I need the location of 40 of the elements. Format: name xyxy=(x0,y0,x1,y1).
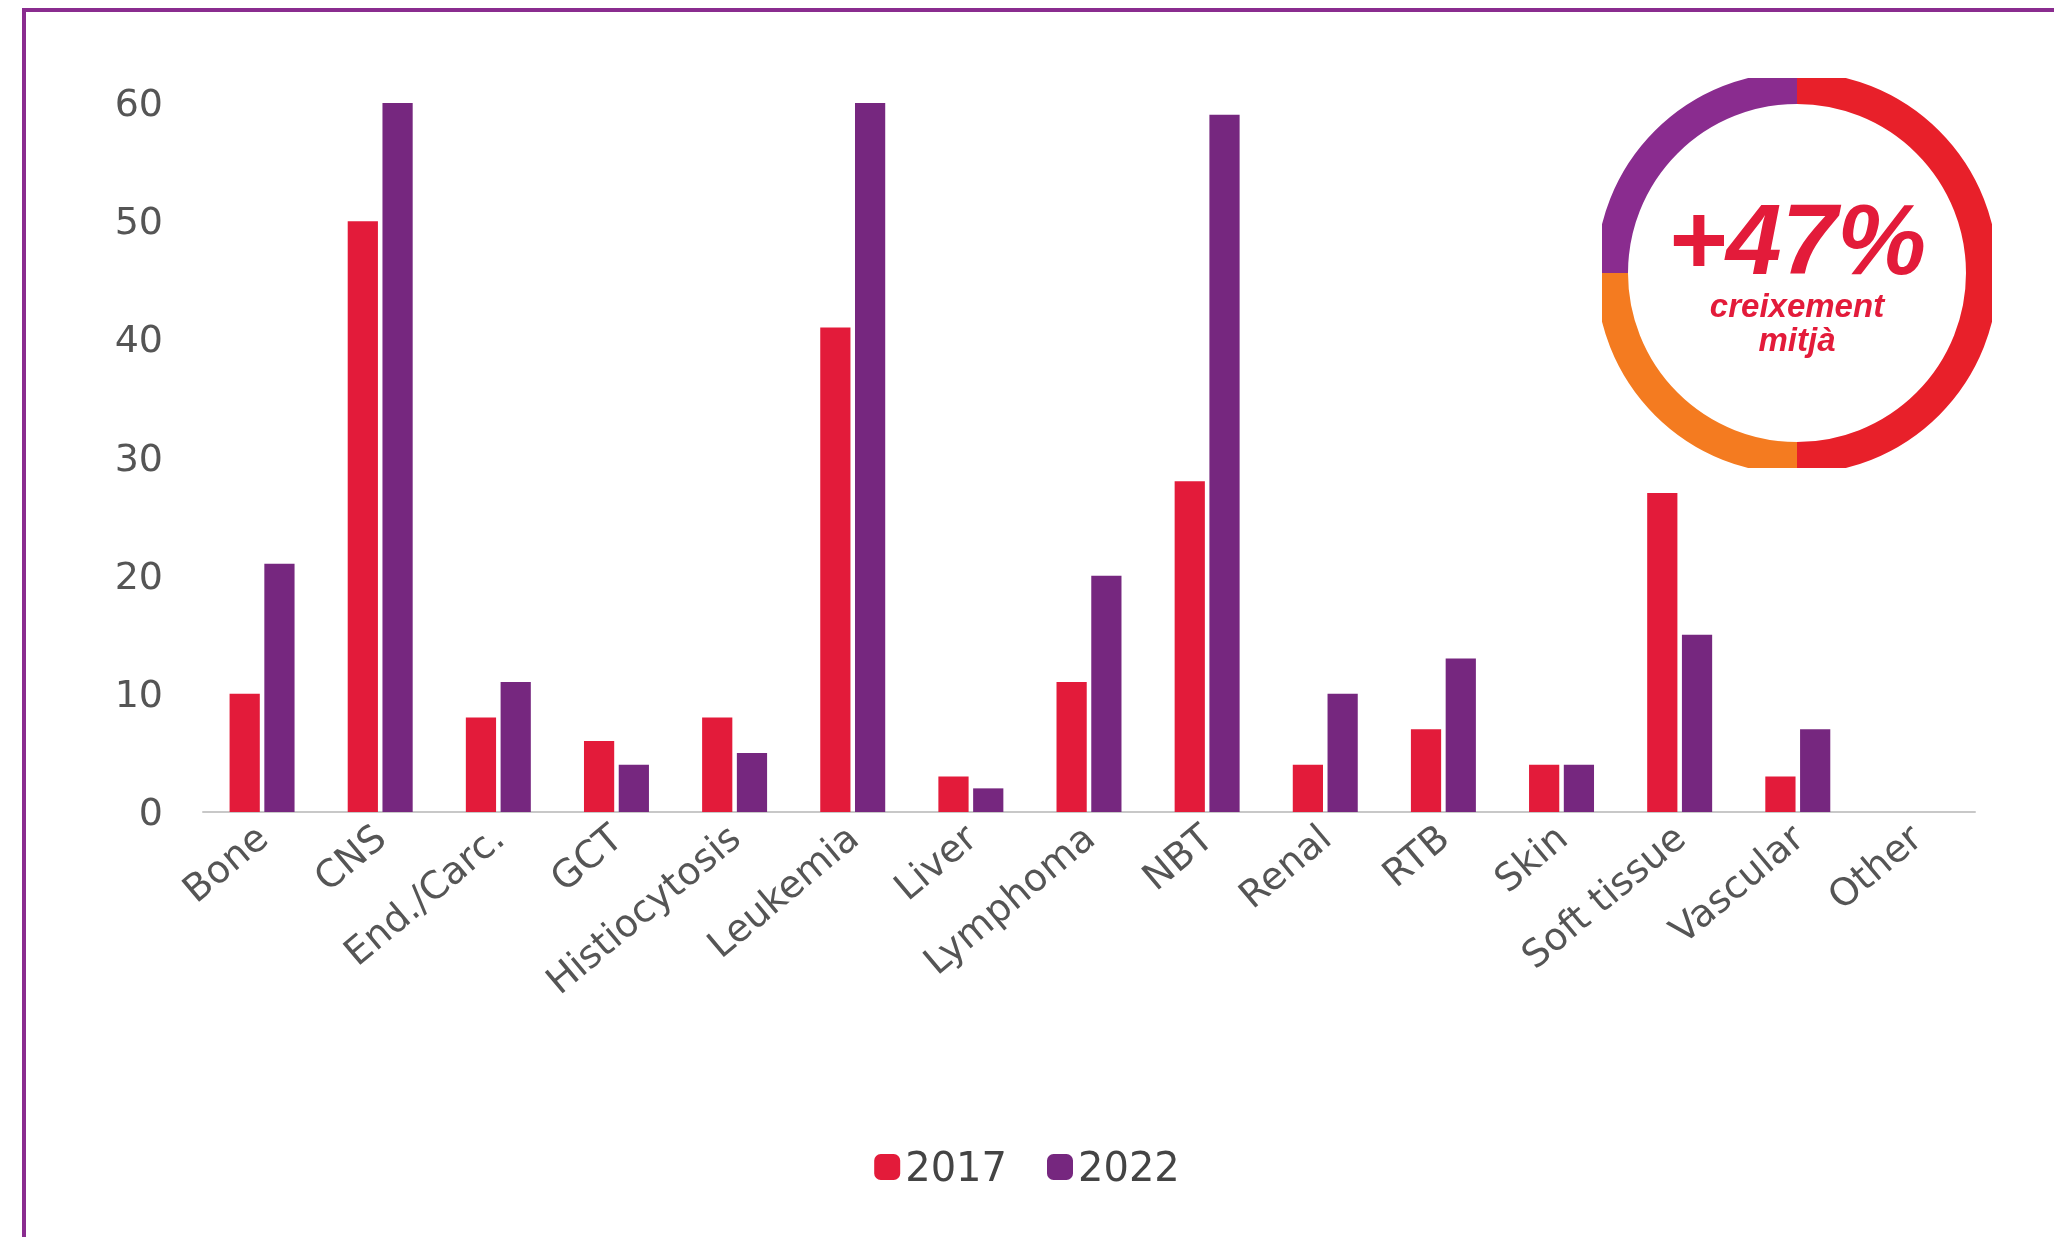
bar xyxy=(1800,729,1831,812)
x-tick-label: Skin xyxy=(1485,815,1576,901)
bar xyxy=(973,788,1004,812)
bar xyxy=(1292,764,1323,812)
y-tick-label: 10 xyxy=(114,671,163,716)
bar xyxy=(1091,575,1122,812)
y-tick-label: 60 xyxy=(114,81,163,125)
annotation: creixement mitjà xyxy=(1708,287,1887,358)
bar xyxy=(1327,693,1358,812)
bar xyxy=(736,752,768,812)
bar xyxy=(583,741,615,812)
bar xyxy=(1765,776,1796,812)
legend-label: 2022 xyxy=(1078,1144,1180,1190)
bar xyxy=(1174,481,1205,812)
bar xyxy=(382,103,413,812)
y-tick-label: 0 xyxy=(138,790,163,834)
bar xyxy=(1529,764,1560,812)
bar xyxy=(229,693,260,812)
bar xyxy=(855,103,886,812)
bar xyxy=(500,682,531,812)
y-tick-label: 30 xyxy=(114,435,163,480)
y-tick-label: 20 xyxy=(114,553,163,598)
bar xyxy=(1209,114,1240,812)
y-tick-label: 50 xyxy=(114,199,163,244)
bar xyxy=(702,717,733,812)
bar xyxy=(618,764,649,812)
bar xyxy=(1563,764,1595,812)
bar xyxy=(264,563,295,812)
bar xyxy=(1410,729,1442,812)
bar xyxy=(820,327,851,812)
bar xyxy=(1056,682,1087,812)
legend-label: 2017 xyxy=(905,1144,1007,1190)
bar xyxy=(1681,634,1713,812)
x-tick-label: RTB xyxy=(1373,815,1458,896)
y-tick-label: 40 xyxy=(114,317,163,362)
bar xyxy=(347,221,378,812)
bar xyxy=(1647,492,1678,812)
bar xyxy=(465,717,497,812)
bar xyxy=(1445,658,1476,812)
bar xyxy=(938,776,969,812)
